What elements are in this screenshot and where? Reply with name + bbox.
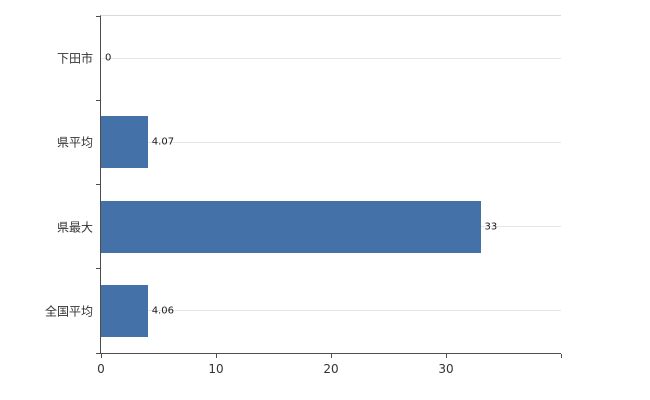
y-axis-tick <box>96 268 100 270</box>
x-axis-tick <box>100 354 102 358</box>
y-axis-tick <box>96 184 100 185</box>
value-label: 4.07 <box>151 136 175 148</box>
bar-3 <box>101 284 148 337</box>
y-axis-tick <box>96 352 100 354</box>
y-axis-tick <box>96 99 100 101</box>
x-axis-tick <box>330 354 332 358</box>
y-axis-label: 県平均 <box>56 135 93 150</box>
x-tick-label: 30 <box>438 362 454 376</box>
y-axis-tick <box>96 15 100 17</box>
bar-1 <box>101 116 148 169</box>
x-axis-end-tick <box>560 354 562 358</box>
x-axis-tick <box>445 354 447 358</box>
gridline <box>101 57 561 59</box>
value-label: 33 <box>484 221 498 233</box>
gridline <box>101 141 561 143</box>
bar-2 <box>101 200 481 253</box>
gridline <box>101 310 561 312</box>
value-label: 4.06 <box>151 305 174 317</box>
x-tick-label: 20 <box>323 362 339 376</box>
x-tick-label: 0 <box>97 362 105 376</box>
value-label: 0 <box>105 52 112 64</box>
x-tick-label: 10 <box>208 362 224 376</box>
plot-area: 0 下田市 4.07 県平均 33 県最大 4.06 全国平均 0 10 20 30 <box>45 15 562 376</box>
x-axis-tick <box>215 354 217 358</box>
y-axis-label: 県最大 <box>56 220 93 235</box>
y-axis-label: 下田市 <box>56 51 93 66</box>
y-axis-label: 全国平均 <box>44 304 93 319</box>
